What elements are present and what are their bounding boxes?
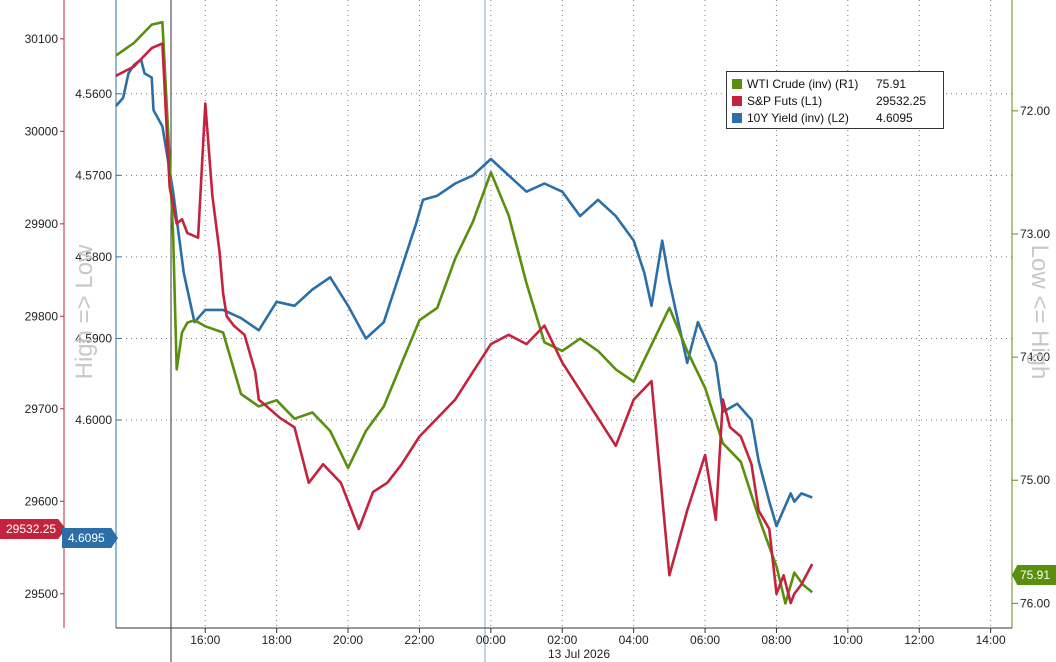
right-tick-label: 73.00	[1020, 227, 1050, 241]
right-axis-title: Low <= High	[1026, 245, 1053, 380]
left-inner-tick-label: 4.5900	[75, 331, 112, 345]
left-inner-tick-label: 4.6000	[75, 413, 112, 427]
wti-last-value-tag: 75.91	[1012, 565, 1056, 585]
left-outer-tick-label: 30100	[25, 32, 59, 46]
legend-item-wti: WTI Crude (inv) (R1) 75.91	[732, 75, 938, 92]
left-inner-axis-ticks: 4.5600 4.5700 4.5800 4.5900 4.6000	[75, 87, 121, 427]
x-tick-label: 06:00	[690, 633, 720, 647]
x-tick-label: 20:00	[333, 633, 363, 647]
chart-legend: WTI Crude (inv) (R1) 75.91 S&P Futs (L1)…	[726, 71, 944, 129]
sp-last-value-tag: 29532.25	[0, 519, 66, 539]
x-axis-date-label: 13 Jul 2026	[548, 647, 610, 661]
left-outer-tick-label: 29500	[25, 587, 59, 601]
legend-swatch-wti	[732, 78, 742, 89]
legend-label-sp: S&P Futs (L1)	[747, 93, 823, 108]
sp-futures-line	[115, 42, 814, 605]
right-axis-ticks: 72.00 73.00 74.00 75.00 76.00	[1012, 104, 1050, 610]
legend-value-yield: 4.6095	[876, 110, 913, 125]
yield-line	[115, 58, 813, 528]
left-outer-tick-label: 30000	[25, 124, 59, 138]
x-tick-label: 04:00	[619, 633, 649, 647]
x-tick-label: 16:00	[190, 633, 220, 647]
x-tick-label: 10:00	[833, 633, 863, 647]
left-outer-tick-label: 29800	[25, 309, 59, 323]
x-tick-label: 22:00	[404, 633, 434, 647]
x-tick-label: 14:00	[976, 633, 1006, 647]
right-tick-label: 75.00	[1020, 473, 1050, 487]
legend-value-sp: 29532.25	[876, 93, 927, 108]
x-tick-label: 02:00	[547, 633, 577, 647]
right-tick-label: 76.00	[1020, 596, 1050, 610]
left-inner-tick-label: 4.5800	[75, 250, 112, 264]
legend-swatch-sp	[732, 95, 742, 106]
left-inner-tick-label: 4.5700	[75, 168, 112, 182]
legend-label-wti: WTI Crude (inv) (R1)	[747, 76, 859, 91]
left-inner-tick-label: 4.5600	[75, 87, 112, 101]
legend-item-yield: 10Y Yield (inv) (L2) 4.6095	[732, 109, 938, 126]
x-tick-label: 12:00	[904, 633, 934, 647]
left-outer-axis-ticks: 30100 30000 29900 29800 29700 29600 29500	[25, 32, 64, 601]
left-axis-title: High => Low	[71, 244, 98, 379]
x-axis-ticks: 16:00 18:00 20:00 22:00 00:00 02:00 04:00 06:00…	[190, 628, 1006, 647]
right-tick-label: 74.00	[1020, 350, 1050, 364]
wti-line	[115, 20, 814, 605]
legend-value-wti: 75.91	[876, 76, 907, 91]
yield-last-value-tag: 4.6095	[62, 528, 118, 548]
legend-swatch-yield	[732, 112, 742, 123]
x-tick-label: 18:00	[262, 633, 292, 647]
legend-item-sp: S&P Futs (L1) 29532.25	[732, 92, 938, 109]
x-tick-label: 00:00	[476, 633, 506, 647]
left-outer-tick-label: 29600	[25, 494, 59, 508]
series-lines	[115, 20, 814, 605]
x-tick-label: 08:00	[761, 633, 791, 647]
legend-label-yield: 10Y Yield (inv) (L2)	[747, 110, 849, 125]
left-outer-tick-label: 29700	[25, 402, 59, 416]
right-tick-label: 72.00	[1020, 104, 1050, 118]
left-outer-tick-label: 29900	[25, 217, 59, 231]
